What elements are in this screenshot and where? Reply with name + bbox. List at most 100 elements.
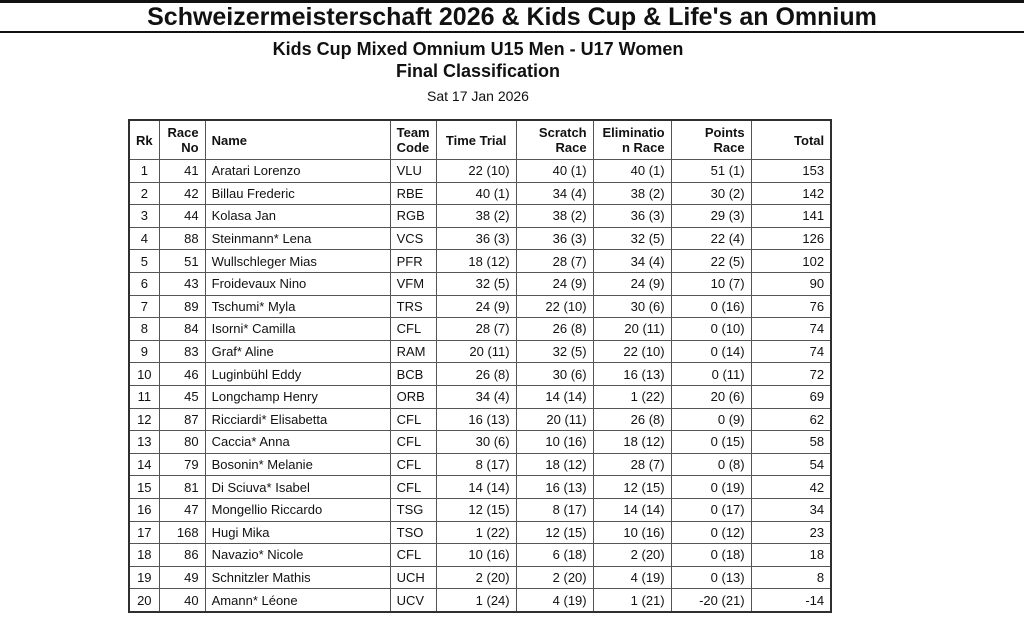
result-row: 1 41 Aratari Lorenzo VLU 22 (10) 40 (1) 40 (1)… (128, 159, 832, 183)
event-title: Schweizermeisterschaft 2026 & Kids Cup &… (147, 3, 877, 31)
column-header-points_race: Points Race (670, 119, 752, 160)
cell-team_code: ORB (389, 384, 437, 409)
result-row: 16 47 Mongellio Riccardo TSG 12 (15) 8 (17) 14… (128, 497, 832, 522)
cell-team_code: BCB (389, 362, 437, 386)
cell-points_race: 20 (6) (670, 384, 752, 409)
cell-scratch_race: 24 (9) (515, 271, 594, 296)
cell-total: 126 (750, 226, 832, 251)
cell-elimination_race: 32 (5) (592, 226, 672, 251)
cell-points_race: 51 (1) (670, 159, 752, 183)
cell-elimination_race: 1 (21) (592, 588, 672, 613)
cell-name: Amann* Léone (204, 588, 391, 613)
cell-elimination_race: 40 (1) (592, 159, 672, 183)
result-row: 20 40 Amann* Léone UCV 1 (24) 4 (19) 1 (21) -20… (128, 588, 832, 613)
cell-time_trial: 18 (12) (435, 249, 517, 273)
cell-rk: 7 (128, 294, 160, 319)
cell-elimination_race: 1 (22) (592, 384, 672, 409)
cell-points_race: 22 (4) (670, 226, 752, 251)
cell-rk: 8 (128, 317, 160, 341)
result-row: 18 86 Navazio* Nicole CFL 10 (16) 6 (18) 2 (20… (128, 543, 832, 567)
result-row: 6 43 Froidevaux Nino VFM 32 (5) 24 (9) 24 (9) 1… (128, 271, 832, 296)
cell-race_no: 89 (158, 294, 206, 319)
column-header-total: Total (750, 119, 832, 160)
cell-team_code: TRS (389, 294, 437, 319)
column-header-time_trial: Time Trial (435, 119, 517, 160)
cell-points_race: 0 (14) (670, 339, 752, 364)
cell-team_code: UCV (389, 588, 437, 613)
cell-elimination_race: 12 (15) (592, 475, 672, 499)
cell-elimination_race: 4 (19) (592, 565, 672, 590)
cell-team_code: CFL (389, 475, 437, 499)
cell-elimination_race: 20 (11) (592, 317, 672, 341)
cell-time_trial: 1 (24) (435, 588, 517, 613)
result-row: 4 88 Steinmann* Lena VCS 36 (3) 36 (3) 32 (5) 2… (128, 226, 832, 251)
cell-scratch_race: 6 (18) (515, 543, 594, 567)
cell-points_race: 0 (15) (670, 430, 752, 454)
cell-race_no: 88 (158, 226, 206, 251)
cell-elimination_race: 18 (12) (592, 430, 672, 454)
cell-time_trial: 8 (17) (435, 452, 517, 477)
cell-name: Schnitzler Mathis (204, 565, 391, 590)
result-row: 11 45 Longchamp Henry ORB 34 (4) 14 (14) 1 (22… (128, 384, 832, 409)
cell-elimination_race: 10 (16) (592, 520, 672, 545)
result-row: 13 80 Caccia* Anna CFL 30 (6) 10 (16) 18 (12) 0… (128, 430, 832, 454)
result-row: 3 44 Kolasa Jan RGB 38 (2) 38 (2) 36 (3) 29 (3)… (128, 204, 832, 228)
cell-rk: 4 (128, 226, 160, 251)
column-header-name: Name (204, 119, 391, 160)
cell-scratch_race: 40 (1) (515, 159, 594, 183)
result-row: 10 46 Luginbühl Eddy BCB 26 (8) 30 (6) 16 (13)… (128, 362, 832, 386)
race-title: Kids Cup Mixed Omnium U15 Men - U17 Wome… (272, 39, 684, 59)
cell-elimination_race: 22 (10) (592, 339, 672, 364)
cell-name: Longchamp Henry (204, 384, 391, 409)
event-date: Sat 17 Jan 2026 (427, 88, 529, 104)
result-row: 12 87 Ricciardi* Elisabetta CFL 16 (13) 20 (1… (128, 407, 832, 432)
column-header-scratch_race: Scratch Race (515, 119, 594, 160)
cell-name: Froidevaux Nino (204, 271, 391, 296)
cell-rk: 20 (128, 588, 160, 613)
result-row: 19 49 Schnitzler Mathis UCH 2 (20) 2 (20) 4 (1… (128, 565, 832, 590)
cell-scratch_race: 34 (4) (515, 181, 594, 206)
result-row: 17 168 Hugi Mika TSO 1 (22) 12 (15) 10 (16) 0 (… (128, 520, 832, 545)
result-row: 14 79 Bosonin* Melanie CFL 8 (17) 18 (12) 28 (… (128, 452, 832, 477)
cell-total: 18 (750, 543, 832, 567)
result-row: 7 89 Tschumi* Myla TRS 24 (9) 22 (10) 30 (6) 0 … (128, 294, 832, 319)
result-row: 8 84 Isorni* Camilla CFL 28 (7) 26 (8) 20 (11)… (128, 317, 832, 341)
cell-points_race: 0 (19) (670, 475, 752, 499)
cell-name: Billau Frederic (204, 181, 391, 206)
cell-total: 58 (750, 430, 832, 454)
cell-total: 72 (750, 362, 832, 386)
cell-race_no: 42 (158, 181, 206, 206)
cell-elimination_race: 2 (20) (592, 543, 672, 567)
cell-team_code: RGB (389, 204, 437, 228)
cell-points_race: 0 (9) (670, 407, 752, 432)
cell-scratch_race: 32 (5) (515, 339, 594, 364)
cell-points_race: 29 (3) (670, 204, 752, 228)
cell-rk: 10 (128, 362, 160, 386)
cell-name: Ricciardi* Elisabetta (204, 407, 391, 432)
column-header-elimination_race: Eliminatio n Race (592, 119, 672, 160)
cell-team_code: CFL (389, 430, 437, 454)
cell-team_code: PFR (389, 249, 437, 273)
cell-race_no: 86 (158, 543, 206, 567)
cell-total: 23 (750, 520, 832, 545)
cell-rk: 14 (128, 452, 160, 477)
cell-scratch_race: 10 (16) (515, 430, 594, 454)
cell-rk: 5 (128, 249, 160, 273)
cell-rk: 16 (128, 497, 160, 522)
cell-race_no: 46 (158, 362, 206, 386)
cell-name: Kolasa Jan (204, 204, 391, 228)
result-row: 15 81 Di Sciuva* Isabel CFL 14 (14) 16 (13) 12… (128, 475, 832, 499)
cell-total: 90 (750, 271, 832, 296)
cell-scratch_race: 30 (6) (515, 362, 594, 386)
cell-time_trial: 20 (11) (435, 339, 517, 364)
cell-name: Tschumi* Myla (204, 294, 391, 319)
table-header-row: Rk Race No Name Team Code Time Trial Scratch … (128, 119, 832, 160)
cell-time_trial: 32 (5) (435, 271, 517, 296)
cell-scratch_race: 4 (19) (515, 588, 594, 613)
classification-title: Final Classification (395, 61, 561, 81)
cell-total: 153 (750, 159, 832, 183)
cell-scratch_race: 12 (15) (515, 520, 594, 545)
cell-rk: 17 (128, 520, 160, 545)
cell-name: Aratari Lorenzo (204, 159, 391, 183)
